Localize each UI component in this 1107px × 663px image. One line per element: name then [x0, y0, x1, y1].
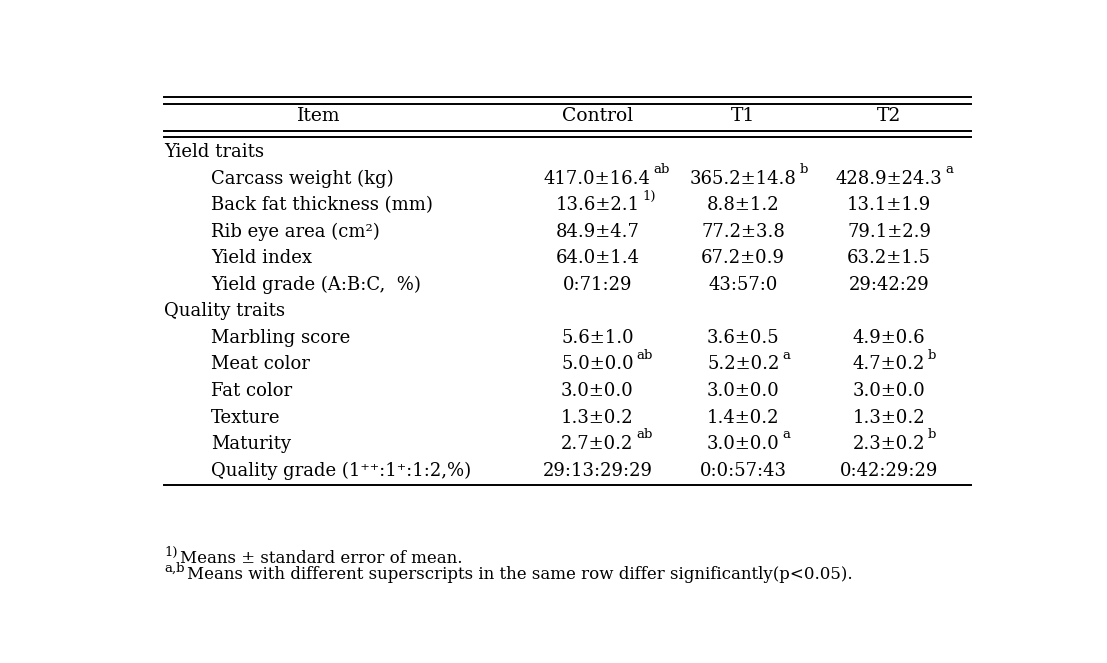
Text: Yield traits: Yield traits	[164, 143, 265, 161]
Text: b: b	[928, 428, 937, 442]
Text: Quality grade (1⁺⁺:1⁺:1:2,%): Quality grade (1⁺⁺:1⁺:1:2,%)	[211, 461, 472, 480]
Text: Maturity: Maturity	[211, 435, 291, 453]
Text: Meat color: Meat color	[211, 355, 310, 373]
Text: T2: T2	[877, 107, 901, 125]
Text: ab: ab	[637, 349, 653, 362]
Text: Texture: Texture	[211, 408, 281, 426]
Text: 1.3±0.2: 1.3±0.2	[561, 408, 633, 426]
Text: 79.1±2.9: 79.1±2.9	[847, 223, 931, 241]
Text: Back fat thickness (mm): Back fat thickness (mm)	[211, 196, 433, 214]
Text: T1: T1	[731, 107, 755, 125]
Text: 13.1±1.9: 13.1±1.9	[847, 196, 931, 214]
Text: 0:71:29: 0:71:29	[562, 276, 632, 294]
Text: Rib eye area (cm²): Rib eye area (cm²)	[211, 223, 380, 241]
Text: 365.2±14.8: 365.2±14.8	[690, 170, 797, 188]
Text: 3.0±0.0: 3.0±0.0	[707, 435, 779, 453]
Text: 5.6±1.0: 5.6±1.0	[561, 329, 633, 347]
Text: 5.0±0.0: 5.0±0.0	[561, 355, 633, 373]
Text: Carcass weight (kg): Carcass weight (kg)	[211, 170, 394, 188]
Text: b: b	[928, 349, 937, 362]
Text: Means ± standard error of mean.: Means ± standard error of mean.	[180, 550, 463, 567]
Text: Marbling score: Marbling score	[211, 329, 351, 347]
Text: 0:42:29:29: 0:42:29:29	[840, 461, 939, 479]
Text: a,b: a,b	[164, 562, 185, 575]
Text: ab: ab	[637, 428, 652, 442]
Text: 63.2±1.5: 63.2±1.5	[847, 249, 931, 267]
Text: 1.4±0.2: 1.4±0.2	[707, 408, 779, 426]
Text: 3.0±0.0: 3.0±0.0	[707, 382, 779, 400]
Text: Means with different superscripts in the same row differ significantly(p<0.05).: Means with different superscripts in the…	[187, 566, 852, 583]
Text: 3.6±0.5: 3.6±0.5	[707, 329, 779, 347]
Text: 1.3±0.2: 1.3±0.2	[852, 408, 925, 426]
Text: 3.0±0.0: 3.0±0.0	[852, 382, 925, 400]
Text: 43:57:0: 43:57:0	[708, 276, 778, 294]
Text: 13.6±2.1: 13.6±2.1	[556, 196, 640, 214]
Text: Yield index: Yield index	[211, 249, 312, 267]
Text: 1): 1)	[642, 190, 655, 202]
Text: 67.2±0.9: 67.2±0.9	[701, 249, 785, 267]
Text: 417.0±16.4: 417.0±16.4	[544, 170, 651, 188]
Text: Control: Control	[561, 107, 633, 125]
Text: 8.8±1.2: 8.8±1.2	[707, 196, 779, 214]
Text: Yield grade (A:B:C,  %): Yield grade (A:B:C, %)	[211, 276, 421, 294]
Text: Fat color: Fat color	[211, 382, 292, 400]
Text: 64.0±1.4: 64.0±1.4	[556, 249, 640, 267]
Text: 29:13:29:29: 29:13:29:29	[542, 461, 652, 479]
Text: ab: ab	[653, 163, 670, 176]
Text: 4.9±0.6: 4.9±0.6	[852, 329, 925, 347]
Text: 3.0±0.0: 3.0±0.0	[561, 382, 633, 400]
Text: 84.9±4.7: 84.9±4.7	[556, 223, 640, 241]
Text: 2.3±0.2: 2.3±0.2	[852, 435, 925, 453]
Text: a: a	[783, 428, 790, 442]
Text: Quality traits: Quality traits	[164, 302, 286, 320]
Text: a: a	[782, 349, 790, 362]
Text: 4.7±0.2: 4.7±0.2	[852, 355, 925, 373]
Text: 5.2±0.2: 5.2±0.2	[707, 355, 779, 373]
Text: 29:42:29: 29:42:29	[849, 276, 930, 294]
Text: Item: Item	[297, 107, 340, 125]
Text: 77.2±3.8: 77.2±3.8	[701, 223, 785, 241]
Text: b: b	[799, 163, 808, 176]
Text: a: a	[945, 163, 953, 176]
Text: 0:0:57:43: 0:0:57:43	[700, 461, 787, 479]
Text: 1): 1)	[164, 546, 177, 559]
Text: 2.7±0.2: 2.7±0.2	[561, 435, 633, 453]
Text: 428.9±24.3: 428.9±24.3	[836, 170, 942, 188]
